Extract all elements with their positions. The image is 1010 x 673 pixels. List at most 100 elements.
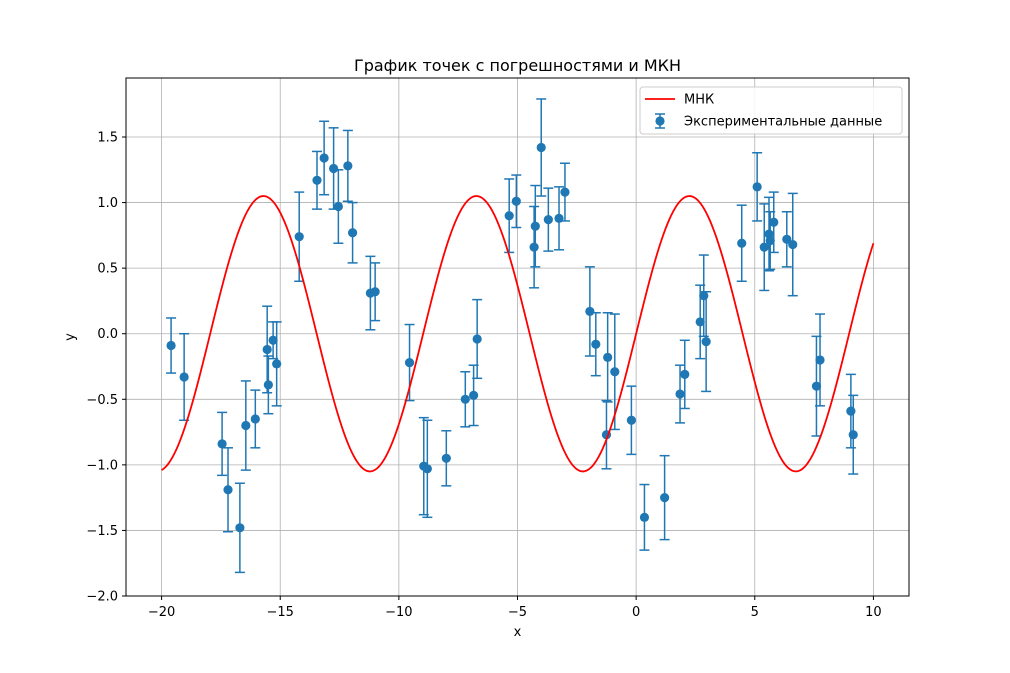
data-point [262,305,273,394]
data-marker [765,236,775,246]
data-marker [329,163,339,174]
legend-box [639,86,903,135]
chart-title: График точек с погрешностями и МКН [354,56,681,75]
data-marker [333,201,343,212]
data-marker [529,242,539,252]
y-tick-label: 1.5 [97,131,118,146]
data-point [441,430,452,487]
data-point [504,178,515,254]
data-point [536,98,547,197]
data-marker [585,306,595,317]
data-marker [591,339,601,349]
data-point [223,447,234,533]
data-marker [511,196,521,206]
data-point [759,203,770,292]
data-point [530,184,541,268]
data-marker [469,390,479,400]
data-point [312,150,323,210]
data-point [472,298,483,380]
y-tick-label: 0.0 [97,327,118,342]
data-marker [639,512,650,522]
data-point [639,483,650,551]
data-marker [737,238,747,248]
x-tick-label: −15 [267,605,294,620]
ticks: −20 −15 −10 −5 0 5 10 −2.0 −1.5 −1.0 −0.5 0.0 0.5 1.0… [86,131,881,620]
y-tick-label: −0.5 [86,393,118,408]
legend-label: МНК [684,93,714,108]
data-point [679,339,690,410]
data-point [590,311,601,377]
data-marker [626,415,636,425]
data-marker [759,242,769,252]
data-point [626,385,637,456]
data-point [217,411,228,477]
data-marker [268,335,278,345]
data-point [768,191,779,254]
data-point [752,151,763,222]
data-marker [782,234,792,244]
data-marker [660,493,670,503]
data-marker [179,372,189,382]
data-marker [263,380,273,390]
data-point [584,266,595,357]
legend-entry: МНК [645,93,714,108]
data-marker [262,344,272,355]
data-point [328,127,339,210]
data-marker [560,187,570,197]
data-marker [343,161,353,171]
y-tick-label: −1.5 [86,524,118,539]
data-marker [460,394,470,404]
data-point [422,419,433,519]
data-marker [217,439,227,449]
data-marker [404,357,415,368]
data-marker [543,215,553,225]
y-tick-label: −1.0 [86,458,118,473]
y-tick-label: −2.0 [86,590,118,605]
data-marker [312,175,322,185]
data-marker [603,352,613,362]
data-point [559,162,570,222]
data-marker [319,153,329,163]
data-point [736,204,747,283]
data-point [460,371,471,428]
legend-entry: Экспериментальные данные [655,113,882,130]
data-marker [695,317,705,327]
x-axis-label: x [514,625,522,640]
data-marker [166,340,176,351]
data-marker [815,355,825,365]
data-point [543,187,554,252]
data-marker [347,228,358,238]
data-point [675,364,686,424]
data-point [342,129,353,203]
x-tick-label: −5 [508,605,527,620]
data-point [609,313,620,431]
data-point [250,389,261,449]
legend-entries: МНК Экспериментальные данные [645,93,882,130]
data-marker [610,367,620,377]
data-marker [241,420,251,431]
data-point [347,201,358,264]
data-marker [223,485,233,495]
y-tick-label: 0.5 [97,262,118,277]
data-point [263,355,274,415]
data-marker [441,453,451,463]
data-marker [272,359,282,369]
data-point [271,321,282,407]
data-point [701,291,712,393]
data-marker [846,406,856,416]
data-point [815,313,826,407]
data-point [602,311,613,403]
legend-label: Экспериментальные данные [684,115,882,130]
data-point [529,205,540,289]
data-marker [422,464,432,474]
data-point [659,454,670,541]
x-tick-label: 0 [632,605,640,620]
data-point [319,120,330,196]
data-point [268,321,279,360]
data-marker [752,182,762,192]
data-marker [811,381,822,391]
data-marker [472,334,482,344]
data-marker [848,430,858,440]
